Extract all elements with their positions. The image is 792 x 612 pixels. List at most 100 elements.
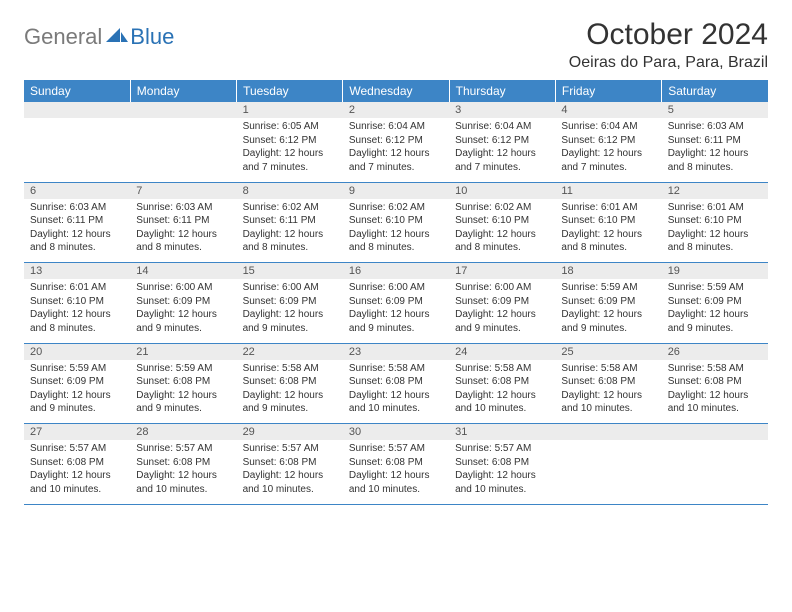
sunrise-line: Sunrise: 5:59 AM — [561, 281, 655, 295]
day-number-cell: 9 — [343, 182, 449, 199]
daylight-line: Daylight: 12 hours and 9 minutes. — [243, 389, 337, 416]
day-detail-cell: Sunrise: 5:57 AMSunset: 6:08 PMDaylight:… — [130, 440, 236, 504]
daylight-line: Daylight: 12 hours and 7 minutes. — [243, 147, 337, 174]
sunset-line: Sunset: 6:08 PM — [136, 456, 230, 470]
sunset-line: Sunset: 6:08 PM — [136, 375, 230, 389]
location: Oeiras do Para, Para, Brazil — [569, 54, 768, 72]
daylight-line: Daylight: 12 hours and 10 minutes. — [349, 469, 443, 496]
day-number-cell: 24 — [449, 343, 555, 360]
sunset-line: Sunset: 6:08 PM — [455, 456, 549, 470]
sunset-line: Sunset: 6:09 PM — [136, 295, 230, 309]
sunset-line: Sunset: 6:12 PM — [349, 134, 443, 148]
sunrise-line: Sunrise: 6:04 AM — [561, 120, 655, 134]
sunrise-line: Sunrise: 6:05 AM — [243, 120, 337, 134]
sunrise-line: Sunrise: 6:01 AM — [561, 201, 655, 215]
sunset-line: Sunset: 6:11 PM — [668, 134, 762, 148]
sunset-line: Sunset: 6:10 PM — [455, 214, 549, 228]
daylight-line: Daylight: 12 hours and 8 minutes. — [561, 228, 655, 255]
sunset-line: Sunset: 6:08 PM — [455, 375, 549, 389]
sunset-line: Sunset: 6:08 PM — [668, 375, 762, 389]
day-number-cell: 23 — [343, 343, 449, 360]
sunrise-line: Sunrise: 6:00 AM — [349, 281, 443, 295]
sunrise-line: Sunrise: 6:04 AM — [349, 120, 443, 134]
day-detail-cell: Sunrise: 6:04 AMSunset: 6:12 PMDaylight:… — [343, 118, 449, 182]
sunrise-line: Sunrise: 6:00 AM — [136, 281, 230, 295]
logo-text-general: General — [24, 24, 102, 50]
day-detail-cell: Sunrise: 5:57 AMSunset: 6:08 PMDaylight:… — [237, 440, 343, 504]
day-number-cell: 17 — [449, 263, 555, 280]
day-number-cell: 12 — [662, 182, 768, 199]
day-detail-cell: Sunrise: 6:02 AMSunset: 6:10 PMDaylight:… — [343, 199, 449, 263]
day-detail-cell: Sunrise: 6:00 AMSunset: 6:09 PMDaylight:… — [130, 279, 236, 343]
daylight-line: Daylight: 12 hours and 10 minutes. — [455, 389, 549, 416]
sunrise-line: Sunrise: 6:02 AM — [349, 201, 443, 215]
day-number-cell: 29 — [237, 424, 343, 441]
daylight-line: Daylight: 12 hours and 10 minutes. — [668, 389, 762, 416]
logo-sail-icon — [106, 26, 128, 49]
sunrise-line: Sunrise: 5:57 AM — [136, 442, 230, 456]
day-number-cell: 22 — [237, 343, 343, 360]
day-header: Sunday — [24, 80, 130, 102]
sunset-line: Sunset: 6:10 PM — [349, 214, 443, 228]
day-header-row: Sunday Monday Tuesday Wednesday Thursday… — [24, 80, 768, 102]
daylight-line: Daylight: 12 hours and 8 minutes. — [668, 147, 762, 174]
day-number-cell: 11 — [555, 182, 661, 199]
daylight-line: Daylight: 12 hours and 7 minutes. — [561, 147, 655, 174]
day-detail-cell: Sunrise: 5:59 AMSunset: 6:09 PMDaylight:… — [662, 279, 768, 343]
sunset-line: Sunset: 6:09 PM — [561, 295, 655, 309]
title-block: October 2024 Oeiras do Para, Para, Brazi… — [569, 18, 768, 72]
day-detail-cell: Sunrise: 5:58 AMSunset: 6:08 PMDaylight:… — [343, 360, 449, 424]
day-detail-cell: Sunrise: 6:03 AMSunset: 6:11 PMDaylight:… — [24, 199, 130, 263]
daylight-line: Daylight: 12 hours and 9 minutes. — [136, 308, 230, 335]
day-number-cell — [662, 424, 768, 441]
day-number-cell: 27 — [24, 424, 130, 441]
daylight-line: Daylight: 12 hours and 10 minutes. — [561, 389, 655, 416]
day-detail-cell: Sunrise: 6:04 AMSunset: 6:12 PMDaylight:… — [449, 118, 555, 182]
sunset-line: Sunset: 6:12 PM — [455, 134, 549, 148]
day-detail-cell: Sunrise: 5:57 AMSunset: 6:08 PMDaylight:… — [24, 440, 130, 504]
day-number-cell — [130, 102, 236, 118]
day-number-cell: 8 — [237, 182, 343, 199]
day-detail-cell: Sunrise: 5:57 AMSunset: 6:08 PMDaylight:… — [343, 440, 449, 504]
logo-text-blue: Blue — [130, 24, 174, 50]
day-detail-cell: Sunrise: 6:00 AMSunset: 6:09 PMDaylight:… — [237, 279, 343, 343]
sunrise-line: Sunrise: 5:57 AM — [349, 442, 443, 456]
sunrise-line: Sunrise: 6:03 AM — [30, 201, 124, 215]
daylight-line: Daylight: 12 hours and 9 minutes. — [136, 389, 230, 416]
day-header: Tuesday — [237, 80, 343, 102]
sunset-line: Sunset: 6:10 PM — [668, 214, 762, 228]
day-number-cell: 30 — [343, 424, 449, 441]
sunset-line: Sunset: 6:08 PM — [349, 375, 443, 389]
sunrise-line: Sunrise: 5:58 AM — [349, 362, 443, 376]
sunset-line: Sunset: 6:09 PM — [668, 295, 762, 309]
daylight-line: Daylight: 12 hours and 10 minutes. — [349, 389, 443, 416]
sunrise-line: Sunrise: 6:02 AM — [243, 201, 337, 215]
day-number-row: 13141516171819 — [24, 263, 768, 280]
day-number-cell: 26 — [662, 343, 768, 360]
sunrise-line: Sunrise: 6:04 AM — [455, 120, 549, 134]
sunrise-line: Sunrise: 6:03 AM — [668, 120, 762, 134]
day-number-cell: 14 — [130, 263, 236, 280]
day-header: Thursday — [449, 80, 555, 102]
day-detail-cell — [555, 440, 661, 504]
day-detail-cell: Sunrise: 6:02 AMSunset: 6:11 PMDaylight:… — [237, 199, 343, 263]
day-detail-cell: Sunrise: 5:59 AMSunset: 6:08 PMDaylight:… — [130, 360, 236, 424]
day-detail-cell: Sunrise: 5:57 AMSunset: 6:08 PMDaylight:… — [449, 440, 555, 504]
day-detail-cell — [130, 118, 236, 182]
sunrise-line: Sunrise: 5:57 AM — [455, 442, 549, 456]
daylight-line: Daylight: 12 hours and 8 minutes. — [30, 308, 124, 335]
day-detail-cell: Sunrise: 6:03 AMSunset: 6:11 PMDaylight:… — [662, 118, 768, 182]
day-number-cell: 6 — [24, 182, 130, 199]
sunrise-line: Sunrise: 5:57 AM — [243, 442, 337, 456]
sunset-line: Sunset: 6:11 PM — [136, 214, 230, 228]
sunrise-line: Sunrise: 5:58 AM — [455, 362, 549, 376]
day-number-cell: 16 — [343, 263, 449, 280]
sunset-line: Sunset: 6:08 PM — [349, 456, 443, 470]
month-title: October 2024 — [569, 18, 768, 52]
sunrise-line: Sunrise: 6:00 AM — [243, 281, 337, 295]
day-header: Monday — [130, 80, 236, 102]
sunset-line: Sunset: 6:11 PM — [30, 214, 124, 228]
sunset-line: Sunset: 6:08 PM — [243, 375, 337, 389]
day-number-cell: 2 — [343, 102, 449, 118]
daylight-line: Daylight: 12 hours and 9 minutes. — [243, 308, 337, 335]
